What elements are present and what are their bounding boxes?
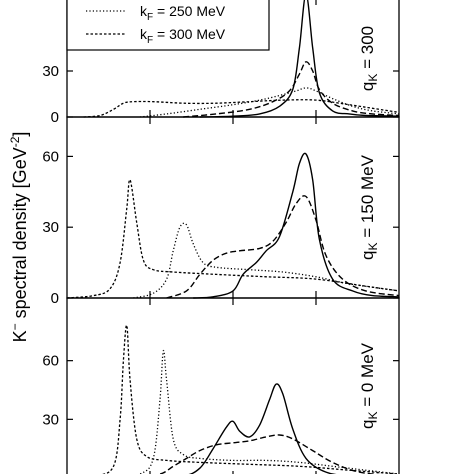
panel-1-frame: [66, 116, 400, 299]
panel-0-series-dashed: [183, 61, 400, 118]
panel-2-ytick-label-0: 30: [42, 411, 59, 428]
panel-0-label-text: = 300: [358, 26, 377, 74]
panel-2-label-prefix: q: [358, 420, 377, 429]
panel-1-series-dotted-fine: [133, 222, 400, 299]
y-axis-title-end: ]: [10, 132, 30, 137]
legend-entry-0-sub: F: [147, 12, 153, 23]
panel-2-ytick-label-1: 60: [42, 353, 59, 370]
panel-1-label-sub: K: [366, 242, 380, 250]
panel-1-label-prefix: q: [358, 250, 377, 259]
panel-2-series-dashed: [157, 434, 381, 474]
panel-1-ytick-label-0: 0: [51, 290, 59, 307]
panel-0-label-prefix: q: [358, 82, 377, 91]
panel-0-series-dotted: [83, 99, 400, 118]
legend-entry-0-prefix: k: [140, 3, 148, 19]
y-axis-title: K− spectral density [GeV-2]: [8, 132, 30, 343]
panel-1-series-dotted: [66, 179, 400, 299]
panel-1-label: qK = 150 MeV: [358, 154, 380, 260]
panel-1-ytick-label-1: 30: [42, 219, 59, 236]
panel-1-label-text: = 150 MeV: [358, 154, 377, 242]
panel-1-ytick-label-2: 60: [42, 148, 59, 165]
legend-box: [66, 0, 270, 51]
legend-entry-1-sub: F: [147, 35, 153, 46]
panel-1-series-dashed: [166, 195, 400, 299]
panel-0-series-solid: [199, 0, 400, 118]
legend-entry-1: kF = 300 MeV: [140, 26, 226, 46]
legend-entry-1-text: = 300 MeV: [153, 26, 226, 42]
panel-0-series-dotted-fine: [139, 87, 400, 118]
panel-2-series-solid: [188, 383, 337, 474]
panel-2-frame: [66, 297, 400, 474]
panel-0-label: qK = 300: [358, 26, 380, 91]
panel-0-ytick-label-0: 0: [51, 109, 59, 126]
legend-entry-0-text: = 250 MeV: [153, 3, 226, 19]
legend-entry-0: kF = 250 MeV: [140, 3, 226, 23]
y-axis-title-rest: spectral density [GeV: [10, 147, 30, 323]
legend-entry-1-prefix: k: [140, 26, 148, 42]
panel-0-label-sub: K: [366, 74, 380, 82]
panel-0-ytick-label-1: 30: [42, 63, 59, 80]
panel-2-label-sub: K: [366, 412, 380, 420]
panel-1-series-solid: [193, 152, 400, 299]
legend: kF = 250 MeV kF = 300 MeV: [66, 0, 270, 51]
panel-2-series-dotted: [101, 324, 400, 474]
y-axis-title-main: K: [10, 330, 30, 342]
y-axis-title-unit-sup: -2: [8, 136, 22, 147]
y-axis-title-sup: −: [8, 323, 22, 330]
panel-2-series-dotted-fine: [138, 349, 400, 474]
panel-2-label-text: = 0 MeV: [358, 342, 377, 411]
panel-2-label: qK = 0 MeV: [358, 342, 380, 429]
